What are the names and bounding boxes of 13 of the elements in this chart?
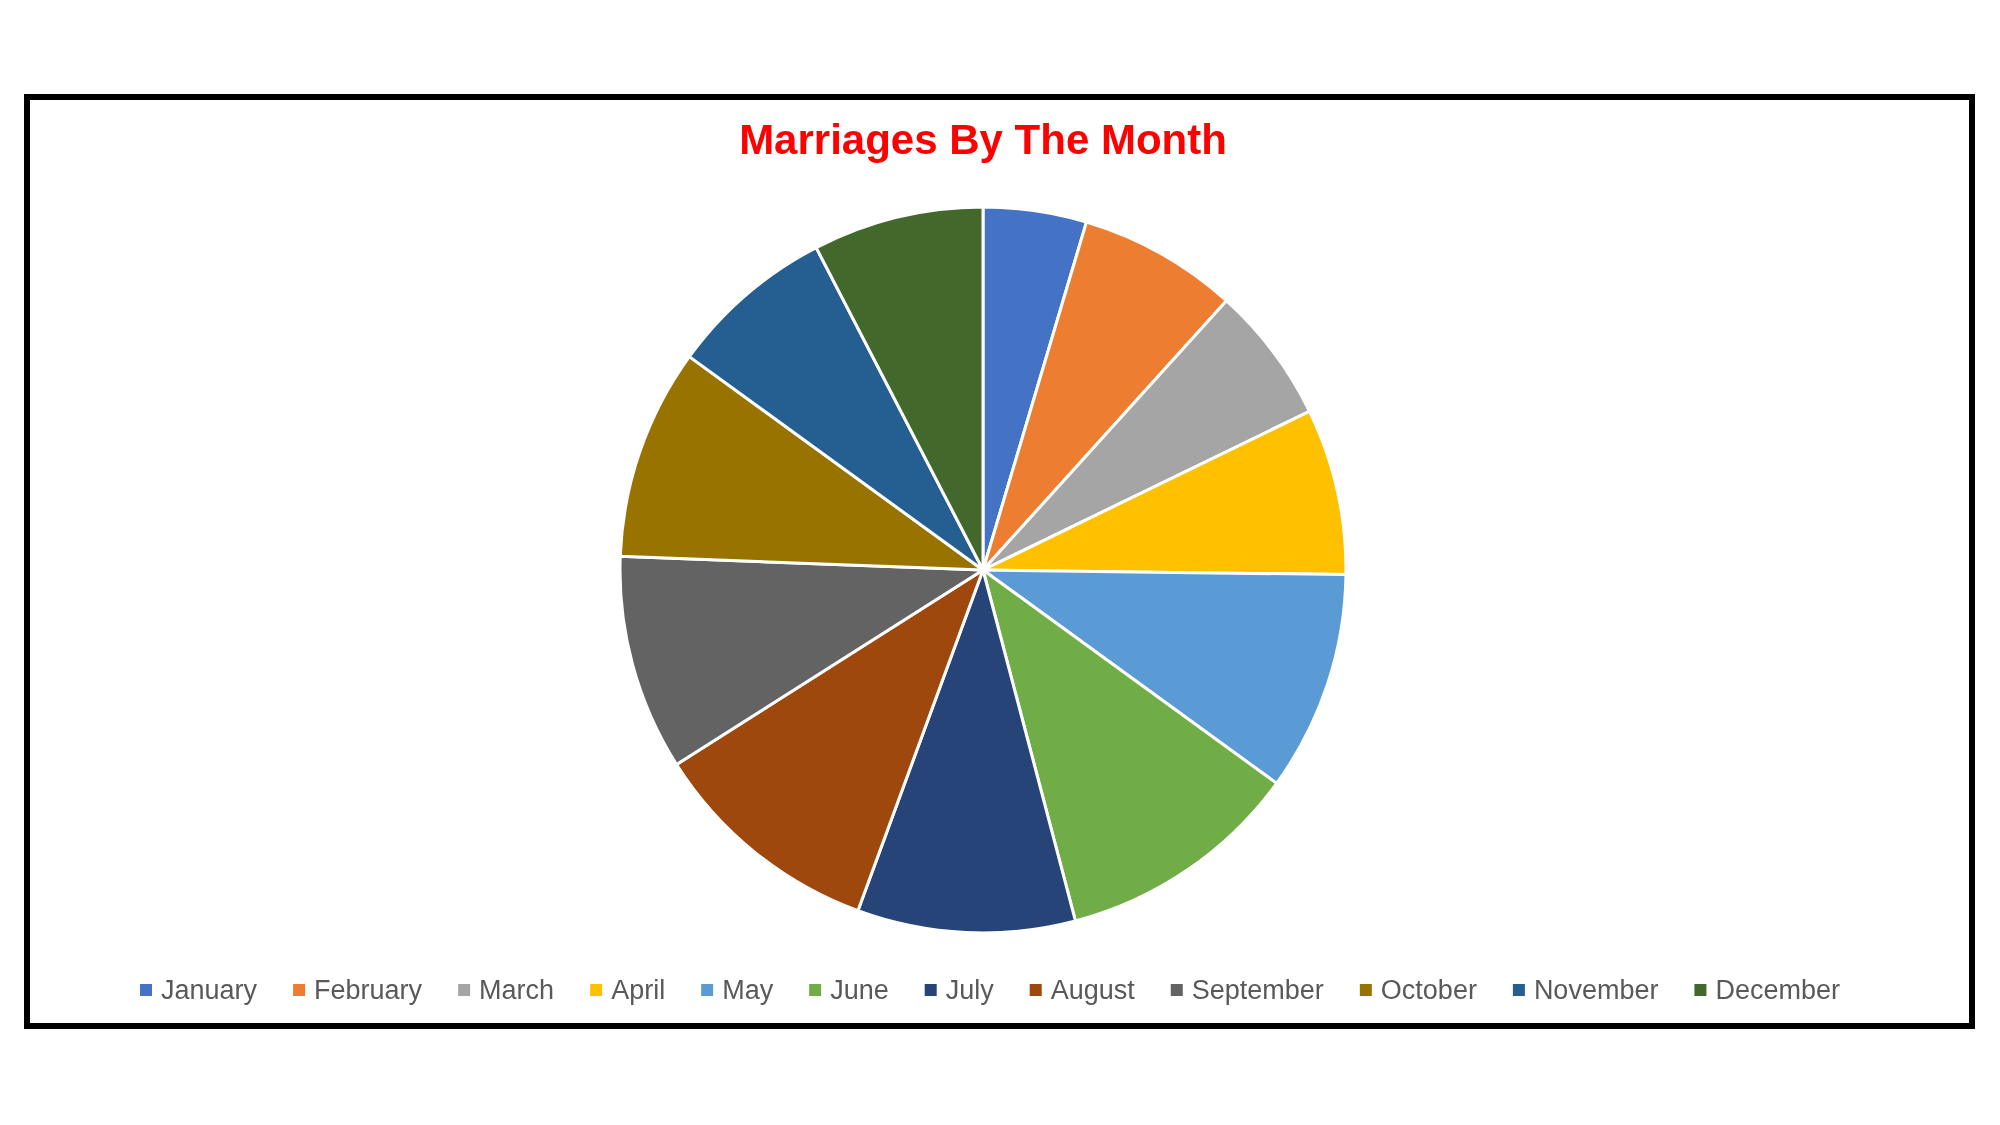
legend-label: May <box>722 975 774 1006</box>
legend-label: January <box>161 975 258 1006</box>
chart-title: Marriages By The Month <box>739 116 1227 163</box>
legend-label: September <box>1191 975 1324 1006</box>
legend-label: October <box>1380 975 1477 1006</box>
legend-label: June <box>830 975 889 1006</box>
legend-label: August <box>1050 975 1136 1006</box>
legend-label: April <box>611 975 666 1006</box>
legend-label: February <box>314 975 423 1006</box>
legend-label: July <box>945 975 995 1006</box>
legend-label: November <box>1533 975 1659 1006</box>
legend-label: March <box>479 975 555 1006</box>
legend-label: December <box>1715 975 1840 1006</box>
